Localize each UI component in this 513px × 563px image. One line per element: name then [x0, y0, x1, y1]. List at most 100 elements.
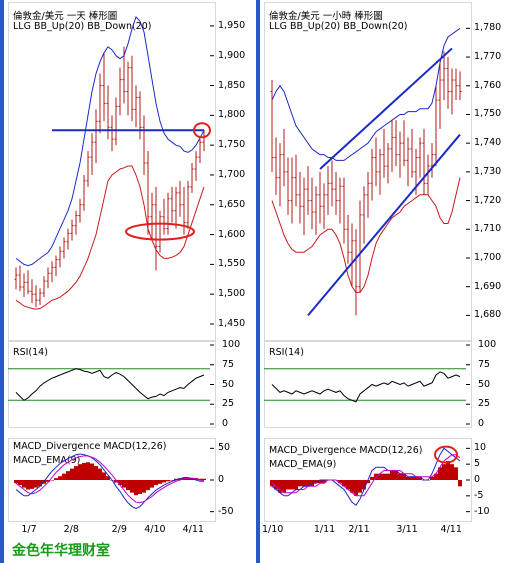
d-macd-hist-bar	[50, 480, 54, 481]
hourly-macd-plot	[270, 445, 470, 513]
d-macd-hist-bar	[158, 480, 162, 484]
d-rsi-tick-label: 100	[222, 339, 241, 350]
h-x-tick-label: 4/11	[440, 524, 462, 535]
hourly-macd-panel	[264, 438, 472, 522]
d-bb-down-line	[15, 165, 205, 310]
d-macd-hist-bar	[138, 480, 142, 494]
h-macd-hist-bar	[418, 476, 422, 480]
daily-title: 倫敦金/美元 一天 棒形圖	[13, 11, 118, 22]
h-price-tick-label: 1,740	[474, 137, 502, 149]
d-macd-hist-bar	[26, 480, 30, 490]
d-rsi-line	[15, 368, 205, 401]
h-macd-hist-bar	[390, 470, 394, 480]
h-macd-hist-bar	[358, 480, 362, 493]
d-macd-hist-bar	[70, 468, 74, 480]
h-macd-hist-bar	[442, 464, 446, 480]
d-macd-hist-bar	[162, 480, 166, 483]
d-price-tick-label: 1,750	[218, 139, 246, 151]
h-price-tick-label: 1,780	[474, 22, 502, 34]
h-rsi-tick-label: 75	[478, 358, 491, 370]
d-macd-hist-bar	[30, 480, 34, 489]
d-macd-hist-bar	[134, 480, 138, 496]
daily-price-plot	[14, 16, 214, 325]
h-macd-hist-bar	[342, 480, 346, 487]
h-macd-hist-bar	[294, 480, 298, 490]
h-macd-hist-bar	[406, 476, 410, 480]
d-macd-hist-bar	[198, 478, 202, 480]
d-macd-tick-label: -50	[218, 505, 234, 517]
h-rsi-tick-label: 0	[478, 418, 485, 429]
h-macd-hist-bar	[354, 480, 358, 496]
d-macd-hist-bar	[38, 480, 42, 487]
d-price-tick-label: 1,500	[218, 288, 246, 300]
h-macd-ema-line	[271, 454, 461, 497]
d-macd-tick-label: 50	[218, 442, 231, 454]
h-macd-hist-bar	[338, 480, 342, 484]
h-channel-upper-line	[319, 47, 453, 170]
h-macd-hist-bar	[270, 480, 274, 487]
h-rsi-tick-label: 100	[478, 339, 497, 350]
d-macd-hist-bar	[114, 480, 118, 483]
h-macd-hist-bar	[394, 470, 398, 480]
h-macd-hist-bar	[362, 480, 366, 490]
h-price-tick-label: 1,720	[474, 194, 502, 206]
h-macd-hist-bar	[430, 476, 434, 480]
d-x-tick-label: 2/8	[63, 524, 79, 535]
d-macd-hist-bar	[58, 476, 62, 480]
d-macd-hist-bar	[98, 468, 102, 480]
d-price-tick-label: 1,800	[218, 109, 246, 121]
h-macd-hist-bar	[282, 480, 286, 493]
d-macd-hist-bar	[166, 480, 170, 482]
hourly-price-plot	[270, 27, 470, 317]
d-highlight-circle	[193, 122, 211, 139]
daily-macd-label2: MACD_EMA(9)	[13, 455, 81, 466]
d-macd-hist-bar	[66, 471, 70, 480]
d-macd-hist-bar	[150, 480, 154, 488]
h-macd-hist-bar	[298, 480, 302, 487]
h-x-tick-label: 1/11	[313, 524, 336, 535]
h-macd-hist-bar	[302, 480, 306, 487]
hourly-title: 倫敦金/美元 一小時 棒形圖	[269, 11, 383, 22]
h-x-tick-label: 2/11	[348, 524, 370, 535]
d-macd-hist-bar	[14, 480, 18, 484]
hourly-macd-label1: MACD_Divergence MACD(12,26)	[269, 445, 423, 456]
h-macd-hist-bar	[382, 473, 386, 480]
h-macd-hist-bar	[454, 467, 458, 480]
d-macd-hist-bar	[122, 480, 126, 488]
d-price-tick-label: 1,450	[218, 318, 246, 329]
daily-rsi-label: RSI(14)	[13, 347, 48, 358]
hourly-rsi-panel	[264, 341, 472, 428]
d-macd-hist-bar	[130, 480, 134, 493]
h-macd-hist-bar	[366, 480, 370, 484]
d-macd-hist-bar	[146, 480, 150, 491]
d-macd-hist-bar	[86, 462, 90, 480]
h-price-tick-label: 1,730	[474, 165, 502, 177]
d-x-tick-label: 4/11	[182, 524, 204, 535]
h-price-tick-label: 1,700	[474, 251, 502, 263]
d-macd-hist-bar	[186, 477, 190, 480]
d-macd-hist-bar	[94, 466, 98, 480]
hourly-macd-label2: MACD_EMA(9)	[269, 459, 337, 470]
hourly-rsi-label: RSI(14)	[269, 347, 304, 358]
h-macd-hist-bar	[378, 473, 382, 480]
d-bb-up-line	[15, 16, 205, 267]
h-macd-hist-bar	[314, 480, 318, 484]
d-x-tick-label: 2/9	[111, 524, 127, 535]
d-macd-hist-bar	[102, 472, 106, 480]
daily-rsi-panel	[8, 341, 216, 428]
h-price-tick-label: 1,760	[474, 79, 502, 91]
d-x-tick-label: 1/7	[21, 524, 37, 535]
d-macd-hist-bar	[170, 480, 174, 481]
h-macd-hist-bar	[322, 480, 326, 484]
h-macd-hist-bar	[386, 473, 390, 480]
d-price-tick-label: 1,900	[218, 49, 246, 61]
d-macd-hist-bar	[78, 464, 82, 480]
d-macd-hist-bar	[82, 462, 86, 480]
d-macd-hist-bar	[154, 480, 158, 486]
d-rsi-tick-label: 50	[222, 378, 235, 390]
daily-price-panel	[8, 2, 216, 341]
d-price-tick-label: 1,850	[218, 79, 246, 91]
h-rsi-tick-label: 50	[478, 378, 491, 390]
h-macd-hist-bar	[402, 473, 406, 480]
h-macd-highlight-circle	[434, 445, 458, 464]
